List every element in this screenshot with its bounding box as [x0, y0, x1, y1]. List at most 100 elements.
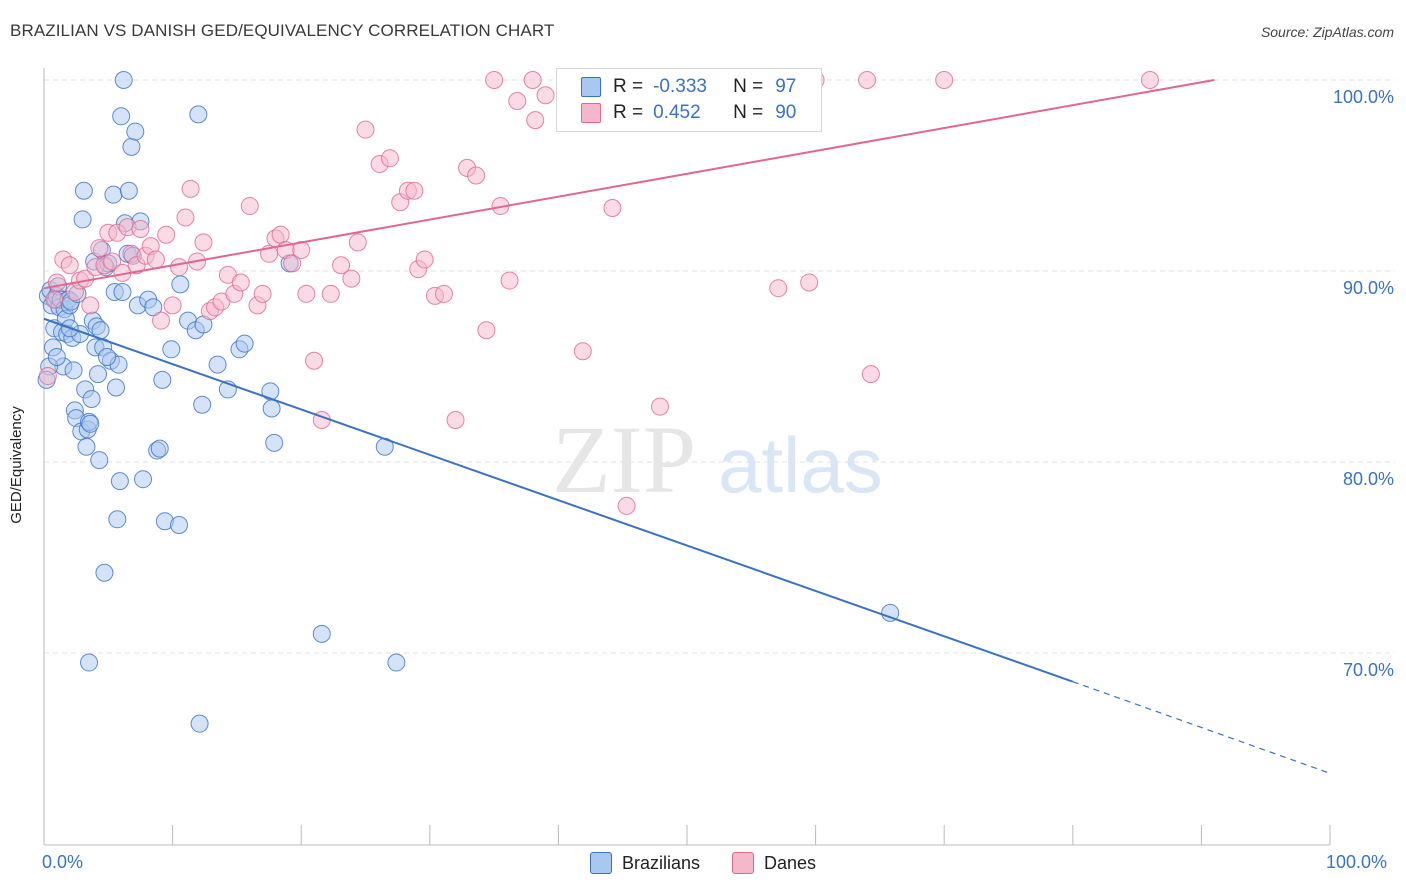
brazilians-point — [312, 624, 331, 643]
brazilians-point — [134, 470, 153, 489]
brazilians-point — [262, 399, 281, 418]
legend-item-danes[interactable]: Danes — [732, 852, 816, 874]
danes-point — [271, 225, 290, 244]
brazilians-point — [193, 395, 212, 414]
watermark-atlas: atlas — [718, 421, 883, 509]
danes-point — [348, 233, 367, 252]
danes-point — [380, 149, 399, 168]
brazilians-point — [144, 298, 163, 317]
brazilians-point — [98, 347, 117, 366]
y-tick-label-80: 80.0% — [1342, 469, 1394, 489]
danes-point — [573, 342, 592, 361]
brazilians-point — [89, 365, 108, 384]
brazilians-point — [74, 181, 93, 200]
brazilians-point — [190, 714, 209, 733]
danes-legend-swatch — [732, 852, 754, 874]
y-tick-label-90: 90.0% — [1342, 278, 1394, 298]
danes-point — [305, 351, 324, 370]
danes-point — [446, 410, 465, 429]
brazilians-point — [265, 433, 284, 452]
danes-point — [181, 179, 200, 198]
n-value-danes: 90 — [775, 102, 797, 123]
brazilians-point — [387, 653, 406, 672]
brazilians-point — [114, 71, 133, 89]
danes-point — [332, 256, 351, 275]
stats-legend: R = -0.333 N = 97 R = 0.452 N = 90 — [556, 68, 822, 132]
legend-item-brazilians[interactable]: Brazilians — [589, 852, 700, 874]
danes-point — [45, 290, 64, 309]
brazilians-point — [113, 283, 132, 302]
brazilians-trend-extension — [1072, 681, 1331, 774]
danes-point — [176, 208, 195, 227]
danes-point — [283, 254, 302, 273]
danes-point — [231, 273, 250, 292]
legend-row-brazilians: R = -0.333 N = 97 — [581, 74, 796, 100]
danes-point — [500, 271, 519, 290]
danes-point — [477, 321, 496, 340]
source-label: Source: ZipAtlas.com — [1260, 24, 1394, 40]
danes-point — [240, 197, 259, 216]
danes-point — [38, 367, 57, 386]
brazilians-point — [108, 510, 127, 529]
watermark-zip: ZIP — [552, 406, 696, 513]
brazilians-point — [81, 414, 100, 433]
danes-point — [47, 273, 66, 292]
legend-label-brazilians: Brazilians — [621, 852, 700, 873]
danes-point — [536, 86, 555, 105]
danes-point — [405, 181, 424, 200]
series-legend: Brazilians Danes — [0, 852, 1406, 874]
danes-point — [650, 397, 669, 416]
brazilians-point — [64, 361, 83, 380]
brazilians-point — [104, 185, 123, 204]
r-label: R = — [613, 102, 644, 123]
y-tick-label-70: 70.0% — [1342, 660, 1394, 680]
brazilians-point — [110, 472, 129, 491]
danes-point — [356, 120, 375, 139]
danes-point — [321, 284, 340, 303]
brazilians-point — [189, 105, 208, 124]
r-label: R = — [613, 76, 644, 97]
brazilians-point — [881, 603, 900, 622]
brazilians-point — [119, 181, 138, 200]
brazilians-point — [171, 275, 190, 294]
brazilians-point — [170, 516, 189, 535]
danes-point — [81, 296, 100, 315]
y-tick-label-100: 100.0% — [1332, 87, 1394, 107]
danes-point — [769, 279, 788, 298]
brazilians-point — [208, 355, 227, 374]
danes-swatch — [581, 103, 601, 123]
danes-point — [935, 71, 954, 89]
brazilians-point — [153, 370, 172, 389]
brazilians-point — [126, 122, 145, 141]
danes-point — [603, 198, 622, 217]
danes-point — [467, 166, 486, 185]
brazilians-point — [112, 107, 131, 126]
danes-point — [146, 250, 165, 269]
brazilians-point — [122, 137, 141, 156]
brazilians-legend-swatch — [589, 852, 612, 874]
chart-title: BRAZILIAN VS DANISH GED/EQUIVALENCY CORR… — [10, 21, 555, 40]
brazilians-trend-line — [43, 317, 1074, 683]
danes-point — [194, 233, 213, 252]
legend-label-danes: Danes — [764, 852, 817, 873]
brazilians-point — [82, 389, 101, 408]
brazilians-point — [150, 439, 169, 458]
n-value-brazilians: 97 — [775, 76, 797, 97]
brazilians-point — [73, 210, 92, 229]
r-value-brazilians: -0.333 — [653, 76, 707, 97]
brazilians-point — [107, 378, 126, 397]
danes-point — [858, 71, 877, 89]
danes-point — [342, 269, 361, 288]
brazilians-point — [162, 340, 181, 359]
danes-point — [861, 365, 880, 384]
danes-point — [90, 239, 109, 258]
brazilians-point — [80, 653, 99, 672]
danes-point — [800, 273, 819, 292]
r-value-danes: 0.452 — [653, 102, 701, 123]
danes-point — [157, 225, 176, 244]
danes-point — [163, 296, 182, 315]
brazilians-point — [90, 451, 109, 470]
brazilians-point — [47, 347, 66, 366]
danes-point — [415, 250, 434, 269]
